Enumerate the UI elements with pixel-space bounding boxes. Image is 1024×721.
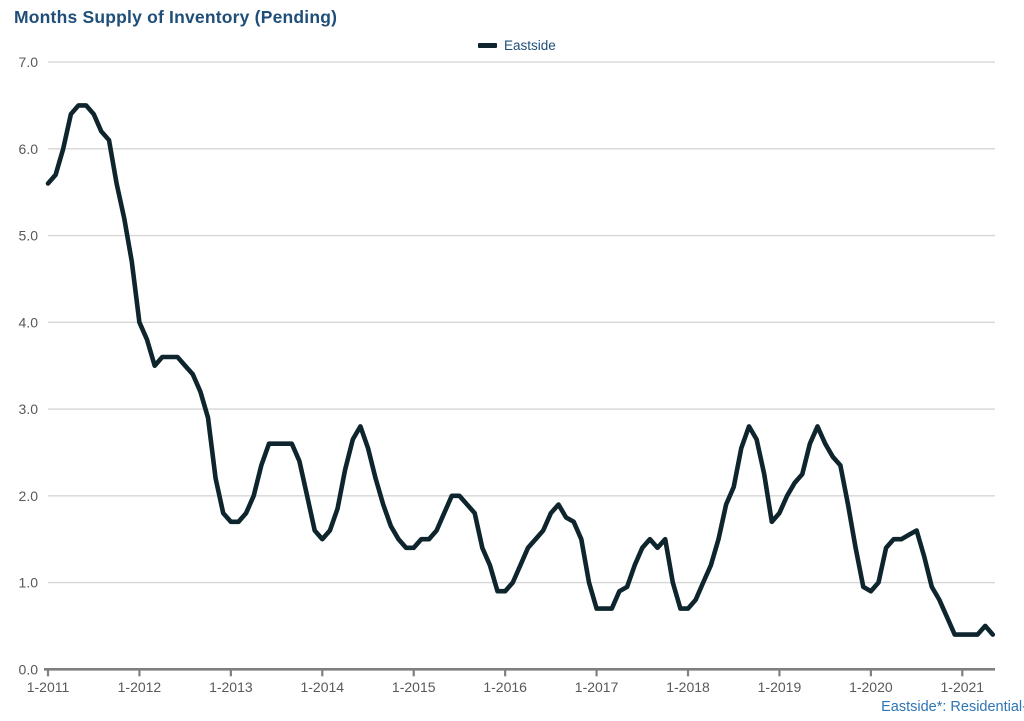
- legend-label-eastside: Eastside: [504, 38, 556, 53]
- x-axis-tick-label: 1-2019: [758, 679, 802, 695]
- x-axis-tick-label: 1-2018: [666, 679, 710, 695]
- y-axis-tick-label: 0.0: [19, 661, 39, 677]
- footer-note: Eastside*: Residential-: [881, 699, 1024, 715]
- y-axis-tick-label: 7.0: [19, 54, 39, 70]
- x-axis-tick-label: 1-2021: [941, 679, 985, 695]
- x-axis-tick-label: 1-2014: [300, 679, 344, 695]
- y-axis-tick-label: 1.0: [19, 575, 39, 591]
- x-axis-tick-label: 1-2016: [483, 679, 527, 695]
- x-axis-tick-label: 1-2015: [392, 679, 436, 695]
- y-axis-tick-label: 6.0: [19, 141, 39, 157]
- y-axis-tick-label: 3.0: [19, 401, 39, 417]
- y-axis-tick-label: 5.0: [19, 228, 39, 244]
- eastside-series-line: [45, 103, 996, 637]
- x-axis-tick-label: 1-2020: [849, 679, 893, 695]
- chart-title: Months Supply of Inventory (Pending): [14, 7, 338, 27]
- legend: Eastside: [478, 38, 556, 53]
- y-axis-tick-label: 4.0: [19, 314, 39, 330]
- x-axis-tick-label: 1-2011: [27, 679, 70, 695]
- y-axis-tick-label: 2.0: [19, 488, 39, 504]
- x-axis-tick-label: 1-2013: [209, 679, 253, 695]
- x-axis-tick-label: 1-2012: [118, 679, 162, 695]
- x-axis-tick-label: 1-2017: [575, 679, 619, 695]
- eastside-series-swatch-icon: [478, 43, 497, 48]
